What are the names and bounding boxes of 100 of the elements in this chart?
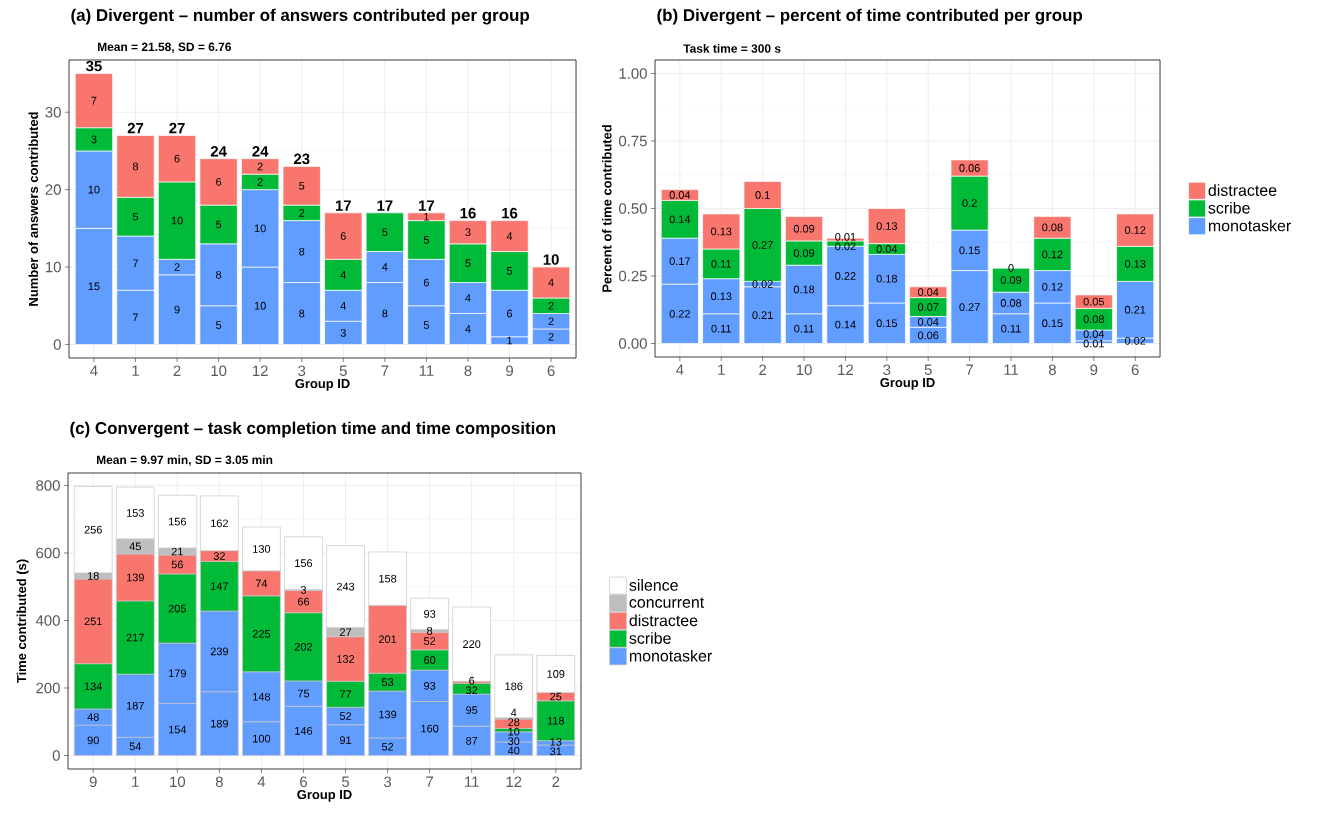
total-label: 10 — [543, 254, 559, 265]
data-label: 91 — [339, 736, 352, 745]
data-label: 4 — [340, 301, 347, 310]
x-tick-label: 3 — [883, 364, 891, 376]
data-label: 0.11 — [711, 324, 731, 333]
data-label: 239 — [210, 647, 229, 656]
data-label: 10 — [254, 224, 266, 233]
data-label: 0.09 — [793, 249, 815, 257]
data-label: 93 — [424, 610, 436, 618]
data-label: 158 — [379, 574, 397, 583]
data-label: 0.11 — [711, 259, 731, 268]
x-tick-label: 3 — [383, 776, 392, 788]
data-label: 8 — [382, 309, 388, 318]
data-label: 5 — [299, 181, 305, 190]
chart-subtitle: Task time = 300 s — [683, 43, 781, 53]
data-label: 0.04 — [917, 288, 939, 297]
y-axis-title: Number of answers contributed — [28, 112, 39, 306]
data-label: 0.22 — [835, 272, 856, 280]
x-tick-label: 11 — [419, 365, 434, 376]
data-label: 146 — [295, 726, 313, 735]
x-tick-label: 12 — [506, 776, 522, 787]
total-label: 16 — [460, 207, 476, 219]
data-label: 7 — [133, 313, 138, 322]
bar — [494, 654, 534, 719]
data-label: 6 — [423, 278, 429, 287]
data-label: 0.15 — [959, 246, 980, 255]
data-label: 5 — [423, 321, 429, 329]
data-label: 3 — [300, 586, 307, 594]
data-label: 0.2 — [962, 199, 977, 207]
data-label: 77 — [340, 690, 352, 699]
x-tick-label: 8 — [1048, 364, 1056, 376]
x-tick-label: 5 — [341, 776, 350, 787]
data-label: 0.04 — [1083, 330, 1105, 338]
data-label: 0.11 — [1001, 324, 1021, 333]
data-label: 5 — [216, 220, 222, 229]
data-label: 32 — [466, 686, 478, 695]
data-label: 5 — [423, 236, 429, 244]
data-label: 0.12 — [1124, 226, 1146, 234]
data-label: 118 — [547, 716, 565, 725]
data-label: 0.15 — [876, 319, 898, 328]
data-label: 4 — [510, 708, 517, 717]
x-tick-label: 4 — [676, 364, 684, 375]
x-axis-title: Group ID — [297, 789, 352, 802]
data-label: 256 — [84, 525, 102, 534]
data-label: 8 — [427, 627, 433, 635]
data-label: 0.09 — [1000, 276, 1022, 284]
data-label: 4 — [465, 325, 471, 333]
total-label: 27 — [127, 122, 144, 134]
y-tick-label: 30 — [45, 106, 61, 118]
y-tick-label: 10 — [46, 261, 61, 273]
data-label: 187 — [126, 701, 144, 710]
x-tick-label: 7 — [381, 365, 389, 376]
x-axis-title: Group ID — [880, 377, 935, 390]
legend-label: monotasker — [629, 649, 712, 662]
data-label: 9 — [174, 305, 180, 314]
data-label: 10 — [171, 216, 183, 225]
data-label: 7 — [133, 259, 138, 267]
y-tick-label: 0 — [53, 339, 61, 350]
x-tick-label: 1 — [718, 364, 725, 375]
data-label: 2 — [257, 162, 263, 171]
x-tick-label: 2 — [173, 365, 181, 376]
x-tick-label: 10 — [796, 364, 812, 376]
total-label: 23 — [293, 153, 310, 165]
data-label: 0.04 — [876, 245, 898, 253]
x-tick-label: 7 — [966, 364, 974, 375]
data-label: 6 — [469, 676, 475, 685]
data-label: 5 — [506, 267, 513, 275]
x-tick-label: 11 — [1004, 364, 1019, 375]
data-label: 2 — [174, 263, 180, 271]
data-label: 60 — [424, 656, 436, 664]
x-tick-label: 2 — [552, 776, 560, 787]
total-label: 24 — [210, 146, 227, 157]
data-label: 100 — [253, 734, 271, 743]
data-label: 8 — [216, 270, 222, 279]
data-label: 52 — [339, 712, 352, 720]
y-tick-label: 20 — [45, 184, 61, 195]
data-label: 75 — [297, 689, 310, 698]
data-label: 4 — [382, 263, 388, 271]
data-label: 201 — [378, 635, 397, 644]
data-label: 0.05 — [1083, 297, 1104, 306]
legend-label: concurrent — [629, 597, 705, 608]
y-tick-label: 600 — [36, 547, 60, 559]
data-label: 52 — [381, 742, 394, 751]
data-label: 52 — [423, 637, 436, 645]
data-label: 66 — [297, 597, 310, 606]
legend-label: monotasker — [1208, 219, 1291, 232]
data-label: 5 — [465, 259, 471, 267]
total-label: 17 — [419, 200, 435, 211]
data-label: 74 — [255, 579, 268, 588]
data-label: 40 — [507, 746, 520, 755]
data-label: 162 — [211, 519, 228, 528]
x-tick-label: 4 — [90, 365, 98, 376]
data-label: 217 — [126, 633, 144, 642]
y-tick-label: 0 — [52, 750, 60, 761]
x-tick-label: 2 — [759, 364, 767, 375]
data-label: 10 — [88, 185, 100, 194]
data-label: 160 — [421, 724, 439, 733]
data-label: 202 — [294, 642, 313, 651]
data-label: 205 — [168, 604, 186, 613]
x-tick-label: 12 — [253, 365, 268, 376]
